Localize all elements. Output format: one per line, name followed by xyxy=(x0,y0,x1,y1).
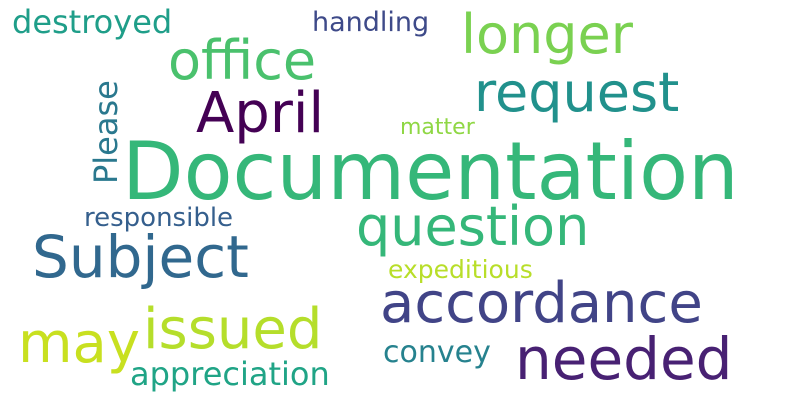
word-issued: issued xyxy=(143,297,323,362)
word-destroyed: destroyed xyxy=(12,3,173,41)
word-please: Please xyxy=(87,80,125,184)
word-office: office xyxy=(168,29,317,92)
word-matter: matter xyxy=(400,115,475,140)
word-handling: handling xyxy=(312,7,430,38)
word-responsible: responsible xyxy=(84,203,234,233)
word-accordance: accordance xyxy=(380,271,703,336)
word-appreciation: appreciation xyxy=(130,355,330,393)
word-request: request xyxy=(474,61,680,124)
word-april: April xyxy=(196,81,324,146)
word-may: may xyxy=(18,311,141,376)
word-subject: Subject xyxy=(32,223,249,291)
word-needed: needed xyxy=(515,325,733,393)
word-documentation: Documentation xyxy=(122,125,739,218)
word-longer: longer xyxy=(461,3,633,66)
word-expeditious: expeditious xyxy=(388,255,533,284)
word-question: question xyxy=(356,195,590,258)
word-convey: convey xyxy=(383,335,491,370)
